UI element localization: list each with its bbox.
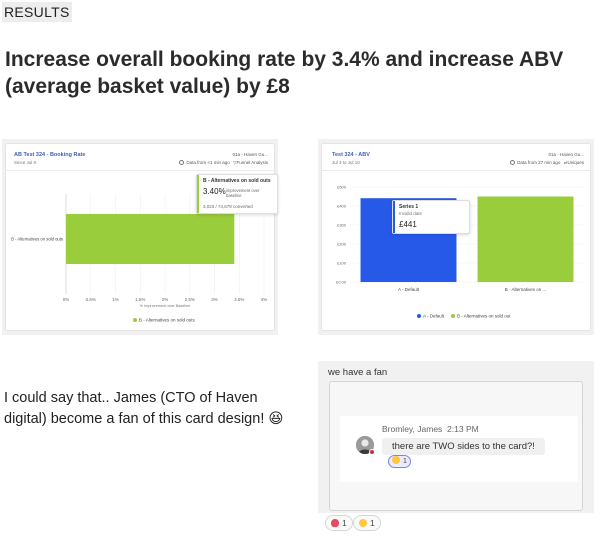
- booking-x-tick-label: 0.5%: [86, 297, 96, 302]
- message-reaction-count: 1: [403, 458, 407, 465]
- booking-card-since: Since Jul 8: [14, 160, 37, 165]
- fan-screenshot: we have a fan Bromley, James 2:13 PM the…: [318, 361, 594, 513]
- results-label: RESULTS: [2, 2, 72, 22]
- abv-y-tick-label: £300: [337, 222, 347, 227]
- story-text: I could say that.. James (CTO of Haven d…: [4, 390, 284, 427]
- chat-message[interactable]: Bromley, James 2:13 PM there are TWO sid…: [340, 416, 578, 482]
- abv-card: Test 324 - ABV Jul 3 to Jul 10 01a - Hav…: [321, 143, 591, 331]
- abv-y-tick-label: £0.00: [336, 279, 347, 284]
- abv-bar: [477, 196, 574, 282]
- abv-data-from: Data from 27 min ago: [517, 160, 561, 165]
- abv-y-tick-label: £400: [337, 203, 347, 208]
- booking-card-project: 01a - Haven Gu...: [232, 152, 268, 157]
- message-time: 2:13 PM: [447, 424, 479, 434]
- headline: Increase overall booking rate by 3.4% an…: [5, 48, 564, 98]
- booking-tooltip-color-strip: [197, 175, 199, 213]
- abv-tooltip: Series 1 Invalid date £441: [392, 200, 470, 234]
- booking-data-from: Data from <1 min ago: [186, 160, 230, 165]
- abv-y-tick-label: £200: [337, 241, 347, 246]
- funnel-icon: ▽: [233, 160, 237, 165]
- fan-title: we have a fan: [328, 367, 388, 378]
- uniques-icon: ⇌: [563, 160, 568, 165]
- heart-reaction-count: 1: [342, 518, 347, 528]
- message-reaction[interactable]: 1: [388, 455, 411, 468]
- booking-category-label: B - Alternatives on sold outs: [11, 237, 63, 242]
- abv-report-type: Uniques: [567, 160, 584, 165]
- abv-card-date-range: Jul 3 to Jul 10: [332, 160, 360, 165]
- booking-tooltip-converted: 3,023 / 74,678 converted: [203, 204, 253, 209]
- booking-tooltip-value: 3.40%: [203, 187, 226, 196]
- abv-chart: £0.00 £100 £200 £300 £400 £500 A - Default B - …: [336, 184, 584, 319]
- booking-report-type: Funnel Analysis: [236, 160, 268, 165]
- abv-y-tick-label: £500: [337, 184, 347, 189]
- heart-emoji-icon: [331, 518, 339, 527]
- laugh-reaction-count: 1: [370, 518, 375, 528]
- abv-card-title[interactable]: Test 324 - ABV: [332, 152, 370, 158]
- abv-card-meta: Data from 27 min ago ⇌Uniques: [510, 160, 584, 166]
- booking-x-tick-label: 2.5%: [185, 297, 195, 302]
- booking-x-tick-label: 1.5%: [135, 297, 145, 302]
- abv-screenshot: Test 324 - ABV Jul 3 to Jul 10 01a - Hav…: [318, 139, 594, 335]
- abv-legend-swatch: [451, 314, 455, 318]
- refresh-icon[interactable]: [179, 160, 185, 166]
- heart-reaction[interactable]: 1: [325, 515, 353, 531]
- abv-card-divider: [322, 170, 590, 171]
- abv-legend-label: B - Alternatives on sold out: [457, 314, 511, 319]
- booking-x-tick-label: 0%: [63, 297, 70, 302]
- abv-y-tick-label: £100: [337, 260, 347, 265]
- message-meta: Bromley, James 2:13 PM: [382, 424, 479, 434]
- abv-tooltip-value: £441: [399, 220, 417, 229]
- booking-rate-chart: 0% 0.5% 1% 1.5% 2% 2.5% 3% 3.5% 4% B - Alternativ…: [11, 194, 268, 323]
- booking-card-title[interactable]: AB Test 324 - Booking Rate: [14, 152, 86, 158]
- laugh-reaction[interactable]: 1: [353, 515, 381, 531]
- abv-legend-swatch: [417, 314, 421, 318]
- booking-card-meta: Data from <1 min ago ▽Funnel Analysis: [179, 160, 268, 166]
- booking-x-tick-label: 1%: [112, 297, 119, 302]
- booking-bar: [66, 214, 235, 264]
- abv-tooltip-note: Invalid date: [399, 211, 423, 216]
- booking-rate-card: AB Test 324 - Booking Rate Since Jul 8 0…: [5, 143, 278, 331]
- laugh-emoji-icon: [392, 456, 400, 465]
- fan-panel: Bromley, James 2:13 PM there are TWO sid…: [329, 381, 583, 511]
- booking-x-tick-label: 4%: [261, 297, 268, 302]
- abv-category-label: B - Alternatives on ...: [505, 287, 547, 292]
- message-author: Bromley, James: [382, 424, 443, 434]
- booking-legend-label: B - Alternatives on sold outs: [139, 318, 196, 323]
- booking-legend-swatch: [133, 318, 137, 322]
- abv-category-label: A - Default: [398, 287, 420, 292]
- laugh-emoji-icon: [359, 518, 367, 527]
- booking-tooltip-title: B - Alternatives on sold outs: [203, 178, 271, 184]
- booking-tooltip: B - Alternatives on sold outs 3.40% impr…: [196, 174, 278, 214]
- abv-card-project: 01a - Haven Gu...: [548, 152, 584, 157]
- presence-busy-icon: [369, 449, 375, 455]
- refresh-icon[interactable]: [510, 160, 516, 166]
- message-text: there are TWO sides to the card?!: [382, 438, 545, 455]
- booking-rate-screenshot: AB Test 324 - Booking Rate Since Jul 8 0…: [2, 139, 278, 335]
- abv-tooltip-series: Series 1: [399, 204, 419, 210]
- booking-x-tick-label: 2%: [162, 297, 169, 302]
- abv-legend-label: A - Default: [423, 314, 445, 319]
- booking-card-divider: [6, 170, 274, 171]
- booking-tooltip-desc: improvement over baseline: [226, 188, 260, 198]
- booking-x-tick-label: 3.5%: [234, 297, 244, 302]
- booking-x-axis-label: % Improvement over Baseline: [140, 304, 191, 308]
- booking-x-tick-label: 3%: [211, 297, 218, 302]
- abv-tooltip-color-strip: [393, 201, 395, 233]
